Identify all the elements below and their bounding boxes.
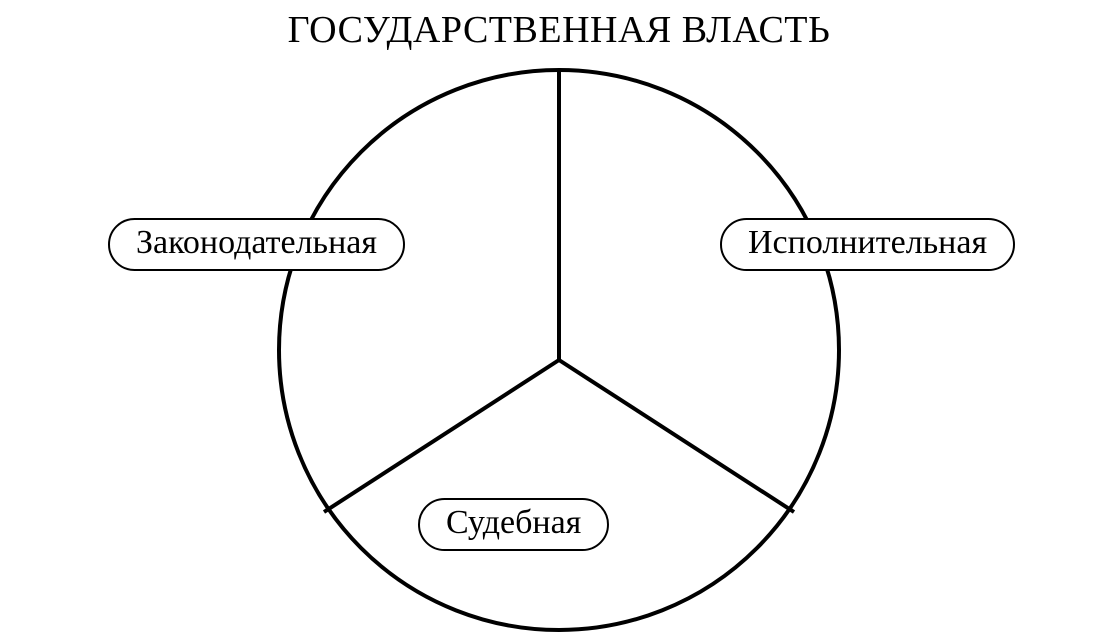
spoke-left <box>324 360 559 512</box>
segment-label-judicial: Судебная <box>418 498 609 551</box>
diagram-title: ГОСУДАРСТВЕННАЯ ВЛАСТЬ <box>0 8 1118 52</box>
diagram-root: ГОСУДАРСТВЕННАЯ ВЛАСТЬ Законодательная И… <box>0 0 1118 639</box>
segment-label-legislative: Законодательная <box>108 218 405 271</box>
segment-label-executive: Исполнительная <box>720 218 1015 271</box>
spoke-right <box>559 360 794 512</box>
